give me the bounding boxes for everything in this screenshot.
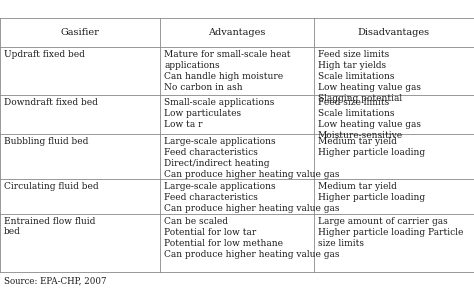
Text: Advantages: Advantages — [208, 28, 266, 37]
Text: Entrained flow fluid
bed: Entrained flow fluid bed — [4, 217, 95, 236]
Text: Large amount of carrier gas
Higher particle loading Particle
size limits: Large amount of carrier gas Higher parti… — [318, 217, 463, 248]
Text: Gasifier: Gasifier — [61, 28, 100, 37]
Text: Large-scale applications
Feed characteristics
Direct/indirect heating
Can produc: Large-scale applications Feed characteri… — [164, 137, 339, 179]
Text: Feed size limits
Scale limitations
Low heating value gas
Moisture-sensitive: Feed size limits Scale limitations Low h… — [318, 98, 420, 140]
Text: Small-scale applications
Low particulates
Low ta r: Small-scale applications Low particulate… — [164, 98, 274, 129]
Text: Medium tar yield
Higher particle loading: Medium tar yield Higher particle loading — [318, 182, 425, 202]
Text: Downdraft fixed bed: Downdraft fixed bed — [4, 98, 98, 107]
Text: Mature for small-scale heat
applications
Can handle high moisture
No carbon in a: Mature for small-scale heat applications… — [164, 50, 291, 92]
Text: Source: EPA-CHP, 2007: Source: EPA-CHP, 2007 — [4, 276, 106, 285]
Text: Can be scaled
Potential for low tar
Potential for low methane
Can produce higher: Can be scaled Potential for low tar Pote… — [164, 217, 339, 259]
Text: Large-scale applications
Feed characteristics
Can produce higher heating value g: Large-scale applications Feed characteri… — [164, 182, 339, 213]
Text: Feed size limits
High tar yields
Scale limitations
Low heating value gas
Slaggin: Feed size limits High tar yields Scale l… — [318, 50, 420, 103]
Text: Updraft fixed bed: Updraft fixed bed — [4, 50, 85, 59]
Text: Bubbling fluid bed: Bubbling fluid bed — [4, 137, 88, 146]
Text: Circulating fluid bed: Circulating fluid bed — [4, 182, 99, 191]
Text: Medium tar yield
Higher particle loading: Medium tar yield Higher particle loading — [318, 137, 425, 157]
Text: Disadvantages: Disadvantages — [358, 28, 430, 37]
